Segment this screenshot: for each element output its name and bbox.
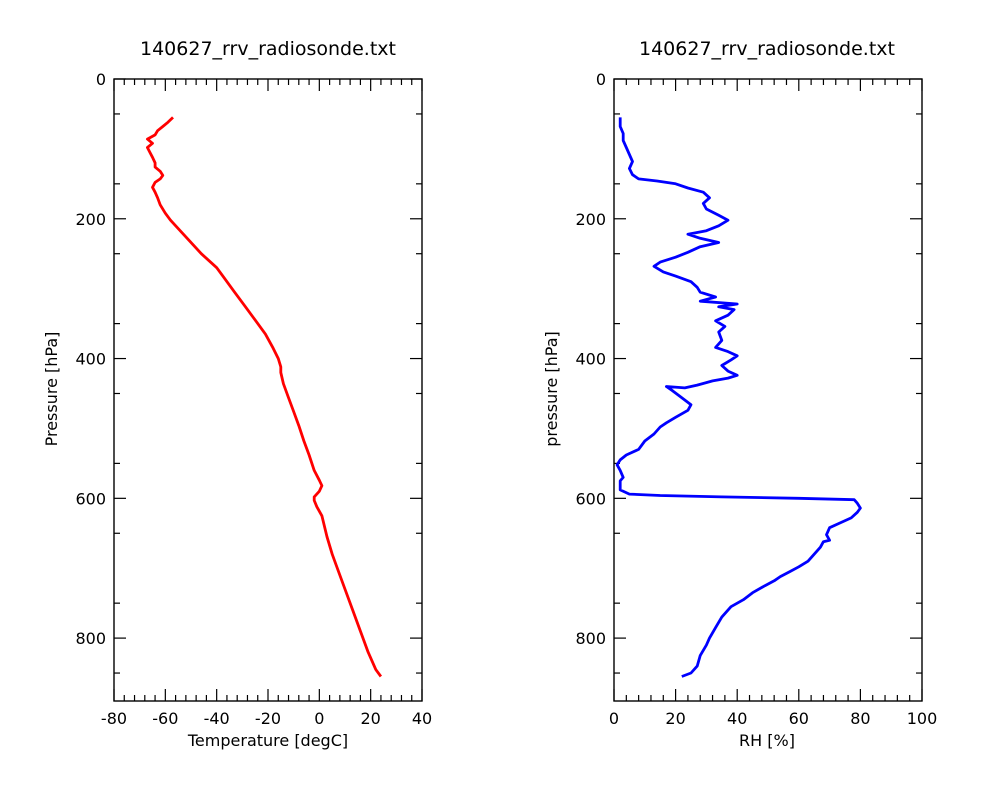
x-tick-label: 40 <box>727 709 747 728</box>
y-tick-label: 0 <box>96 70 106 89</box>
x-tick-label: -80 <box>101 709 127 728</box>
y-tick-label: 200 <box>75 210 106 229</box>
axis-ticks <box>113 78 423 701</box>
x-axis-label: Temperature [degC] <box>187 731 348 750</box>
y-tick-label: 0 <box>596 70 606 89</box>
x-tick-label: -20 <box>255 709 281 728</box>
chart-title: 140627_rrv_radiosonde.txt <box>639 38 895 60</box>
tick-labels: 0 20 40 60 80 100 0 200 400 600 800 <box>575 70 937 728</box>
x-tick-label: 20 <box>665 709 685 728</box>
x-tick-label: 80 <box>850 709 870 728</box>
x-tick-label: 0 <box>609 709 619 728</box>
x-tick-label: -60 <box>152 709 178 728</box>
axis-ticks <box>613 78 923 701</box>
y-axis-label: Pressure [hPa] <box>42 332 61 447</box>
chart-title: 140627_rrv_radiosonde.txt <box>140 38 396 60</box>
x-tick-label: -40 <box>204 709 230 728</box>
y-axis-label: pressure [hPa] <box>542 331 561 447</box>
relative-humidity-chart: 140627_rrv_radiosonde.txt RH [%] pressur… <box>542 38 937 750</box>
y-tick-label: 600 <box>75 489 106 508</box>
x-tick-label: 100 <box>907 709 938 728</box>
x-tick-label: 20 <box>360 709 380 728</box>
y-tick-label: 800 <box>575 629 606 648</box>
y-tick-label: 400 <box>75 350 106 369</box>
y-tick-label: 600 <box>575 489 606 508</box>
y-tick-label: 800 <box>75 629 106 648</box>
x-tick-label: 60 <box>789 709 809 728</box>
rh-series-line <box>615 117 862 678</box>
plot-frame <box>613 78 923 702</box>
y-tick-label: 200 <box>575 210 606 229</box>
temperature-series-line <box>145 116 383 678</box>
temperature-chart: 140627_rrv_radiosonde.txt Temperature [d… <box>42 38 432 750</box>
x-tick-label: 0 <box>314 709 324 728</box>
x-tick-label: 40 <box>412 709 432 728</box>
x-axis-label: RH [%] <box>739 731 795 750</box>
y-tick-label: 400 <box>575 350 606 369</box>
